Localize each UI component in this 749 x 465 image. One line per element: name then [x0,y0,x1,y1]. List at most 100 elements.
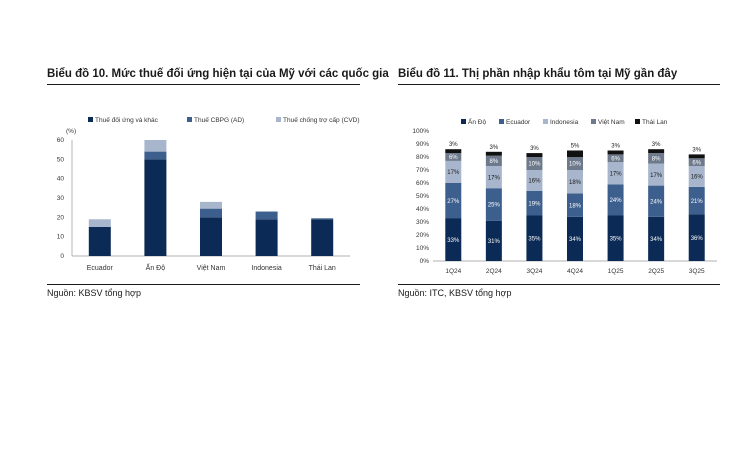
bar-segment [567,157,583,170]
bar-segment [485,166,502,189]
bar-segment [255,211,278,220]
legend-swatch-3 [591,119,596,124]
data-label: 17% [650,173,663,179]
data-label: 6% [449,155,458,161]
bar-segment [311,219,334,256]
y-tick-label: 0% [420,258,430,265]
data-label: 35% [610,236,623,242]
bar-segment [200,217,222,256]
y-tick-label: 10% [416,245,429,252]
legend-swatch-0 [461,119,466,124]
bar-segment [607,154,624,163]
y-tick-label: 30% [416,219,429,226]
y-tick-label: 60 [57,137,65,144]
chart1-source: Nguồn: KBSV tổng hợp [47,288,141,298]
bar-segment [255,219,278,256]
data-label: 5% [571,144,580,150]
bar-segment [485,220,502,261]
y-tick-label: 100% [412,128,429,135]
bar-segment [648,149,665,154]
legend-swatch-2 [543,119,548,124]
x-tick-label: 4Q24 [567,268,583,275]
bar-segment [526,153,543,157]
legend-label-0: Thuế đối ứng và khác [95,115,159,124]
x-tick-label: Ecuador [87,265,114,272]
data-label: 6% [611,157,620,163]
legend-swatch-1 [499,119,504,124]
y-tick-label: 40 [57,176,65,183]
bar-segment [688,186,705,215]
data-label: 6% [692,160,701,166]
x-tick-label: 3Q25 [689,268,705,275]
data-label: 24% [650,199,663,205]
bar-segment [688,214,705,261]
bar-segment [485,151,502,156]
chart1-title-rule [47,84,360,85]
x-tick-label: Thái Lan [309,265,336,272]
bar-segment [648,216,665,261]
legend-swatch-4 [635,119,640,124]
y-tick-label: 40% [416,206,429,213]
y-tick-label: 20% [416,232,429,239]
y-tick-label: 30 [57,195,65,202]
bar-segment [607,215,624,261]
legend-swatch-0 [88,117,93,122]
bar-segment [648,153,665,164]
data-label: 17% [610,171,623,177]
data-label: 10% [569,162,582,168]
bar-segment [688,154,705,159]
data-label: 3% [692,147,701,153]
data-label: 8% [652,157,661,163]
bar-segment [144,151,167,160]
data-label: 19% [528,201,541,207]
data-label: 36% [691,236,704,242]
bar-segment [526,190,543,216]
legend-label-4: Thái Lan [642,119,668,126]
data-label: 25% [488,203,501,209]
bar-segment [567,170,583,194]
legend-label-3: Việt Nam [598,119,625,126]
y-tick-label: 90% [416,141,429,148]
data-label: 16% [528,179,541,185]
bar-segment [526,215,543,261]
data-label: 3% [530,146,539,152]
bar-segment [445,218,462,261]
data-label: 8% [490,159,499,165]
legend-swatch-1 [187,117,192,122]
legend-label-2: Indonesia [550,119,579,126]
chart2-source-rule [398,284,720,285]
x-tick-label: Ấn Độ [146,262,166,272]
bar-segment [688,158,705,167]
chart1-source-rule [47,284,360,285]
data-label: 3% [490,145,499,151]
y-tick-label: 10 [57,234,65,241]
y-tick-label: 70% [416,167,429,174]
bar-segment [567,216,583,261]
y-tick-label: 50% [416,193,429,200]
bar-segment [526,170,543,191]
bar-segment [567,150,583,157]
legend-swatch-2 [276,117,281,122]
legend-label-0: Ấn Độ [468,116,486,126]
bar-segment [688,166,705,187]
bar-segment [88,227,111,256]
y-tick-label: 20 [57,214,65,221]
chart1-title: Biểu đồ 10. Mức thuế đối ứng hiện tại củ… [47,68,389,80]
y-unit-label: (%) [66,128,76,135]
bar-segment [311,218,334,220]
x-tick-label: 1Q25 [608,268,624,275]
x-tick-label: 2Q24 [486,268,502,275]
bar-segment [445,183,462,219]
bar-segment [485,188,502,221]
bar-segment [485,155,502,167]
bar-segment [144,159,167,256]
data-label: 18% [569,203,582,209]
data-label: 35% [528,236,541,242]
data-label: 3% [652,142,661,148]
data-label: 17% [488,175,501,181]
bar-segment [200,201,222,209]
x-tick-label: 2Q25 [648,268,664,275]
bar-segment [648,163,665,186]
data-label: 18% [569,180,582,186]
bar-segment [526,157,543,170]
